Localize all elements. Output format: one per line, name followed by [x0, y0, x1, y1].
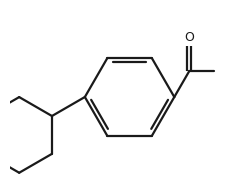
Text: O: O [184, 31, 194, 44]
